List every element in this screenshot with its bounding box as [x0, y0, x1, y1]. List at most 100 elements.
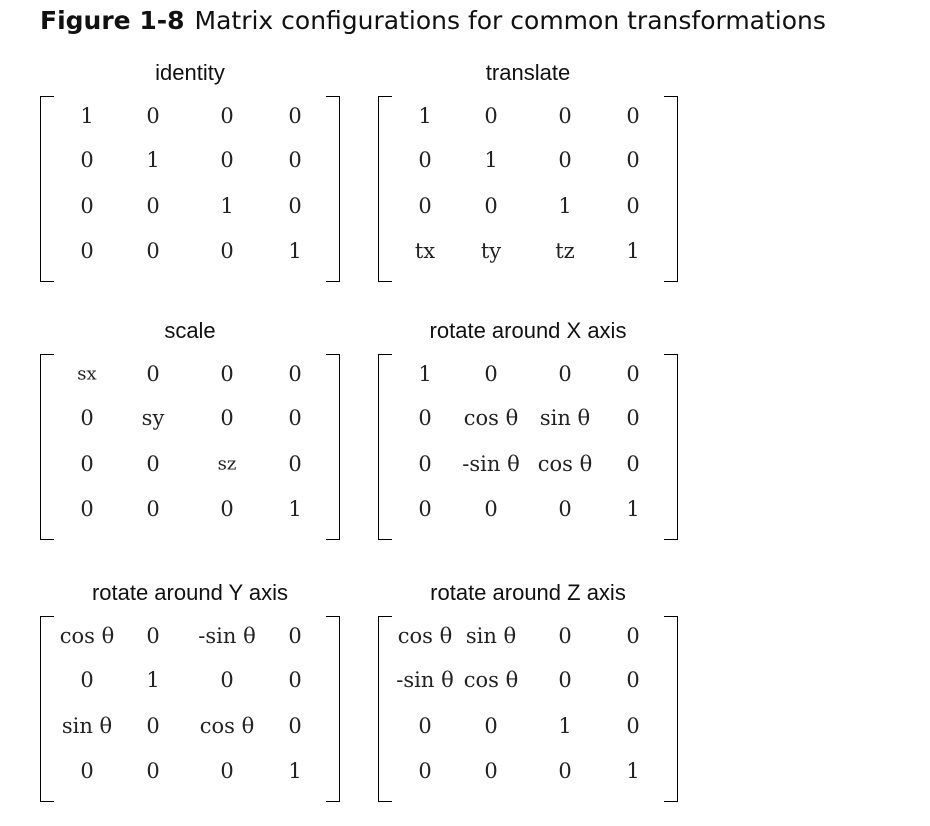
matrix-label: rotate around Y axis — [91, 580, 289, 605]
matrix-cell-value: 0 — [558, 668, 572, 692]
matrix-cell-value: 0 — [288, 624, 302, 648]
matrix-cell-value: 0 — [288, 104, 302, 128]
matrix-cell-value: 1 — [288, 759, 302, 783]
left-bracket — [378, 96, 392, 282]
matrix-cell-value: 0 — [146, 362, 160, 386]
matrix-cell-value: 1 — [288, 497, 302, 521]
matrix-cell-value: 0 — [626, 148, 640, 172]
matrix-cell-value: 0 — [288, 362, 302, 386]
matrix-cell-value: 0 — [418, 406, 432, 430]
matrix-cell-value: 0 — [626, 714, 640, 738]
right-bracket — [326, 354, 340, 540]
figure-number: Figure 1-8 — [40, 6, 185, 35]
matrix-cell-value: cos θ — [463, 406, 519, 430]
right-bracket — [664, 354, 678, 540]
matrix-cell-value: 1 — [288, 239, 302, 263]
matrix-cell-value: 0 — [288, 668, 302, 692]
right-bracket — [326, 96, 340, 282]
matrix-cell-value: 0 — [146, 194, 160, 218]
matrix-cell-value: sy — [141, 406, 165, 430]
matrix-cell-value: 0 — [220, 497, 234, 521]
matrix-cell-value: 0 — [146, 759, 160, 783]
matrix-cell-value: 0 — [558, 362, 572, 386]
matrix-cell-value: 0 — [484, 362, 498, 386]
matrix-scale: scale sx 0 0 0 0 sy 0 0 0 0 sz 0 0 0 0 1 — [40, 318, 340, 540]
left-bracket — [40, 96, 54, 282]
matrix-cell-value: tz — [555, 239, 575, 263]
matrix-cell-value: 0 — [558, 624, 572, 648]
left-bracket — [40, 354, 54, 540]
matrix-cell-value: 1 — [418, 362, 432, 386]
matrix-cell-value: 0 — [288, 194, 302, 218]
left-bracket — [40, 616, 54, 802]
matrix-cell-value: ty — [480, 239, 502, 263]
matrix-translate: translate 1 0 0 0 0 1 0 0 0 0 1 0 tx ty tz 1 — [378, 60, 678, 282]
matrix-cell-value: 0 — [80, 668, 94, 692]
matrix-cell-value: 0 — [146, 452, 160, 476]
matrix-cell-value: sz — [217, 453, 237, 475]
matrix-cell-value: 0 — [220, 239, 234, 263]
matrix-cell-value: 0 — [484, 714, 498, 738]
matrix-cell-value: 0 — [626, 362, 640, 386]
figure-title: Figure 1-8 Matrix configurations for comm… — [40, 6, 826, 35]
matrix-cell-value: 0 — [288, 714, 302, 738]
matrix-cell-value: 1 — [220, 194, 234, 218]
right-bracket — [326, 616, 340, 802]
matrix-cell-value: 0 — [288, 452, 302, 476]
matrix-cell-value: 1 — [418, 104, 432, 128]
matrix-cell-value: 0 — [146, 714, 160, 738]
matrix-label: rotate around Z axis — [430, 580, 626, 605]
matrix-rotate-y: rotate around Y axis cos θ 0 -sin θ 0 0 1 0 0 si… — [40, 580, 340, 802]
left-bracket — [378, 354, 392, 540]
matrix-cell-value: 1 — [626, 759, 640, 783]
matrix-cell-value: 1 — [558, 194, 572, 218]
matrix-cell-value: 0 — [146, 497, 160, 521]
matrix-cell-value: cos θ — [397, 624, 453, 648]
matrix-cell-value: 0 — [626, 104, 640, 128]
matrix-cell-value: 0 — [220, 668, 234, 692]
matrix-cell-value: 0 — [558, 759, 572, 783]
matrix-cell-value: 0 — [80, 759, 94, 783]
matrix-label: scale — [164, 318, 216, 343]
matrix-rotate-z: rotate around Z axis cos θ sin θ 0 0 -sin θ c… — [378, 580, 678, 802]
matrix-cell-value: 0 — [626, 406, 640, 430]
matrix-cell-value: 0 — [484, 194, 498, 218]
figure-caption: Matrix configurations for common transfo… — [194, 6, 826, 35]
matrix-cell-value: 1 — [626, 239, 640, 263]
matrix-cell-value: 0 — [418, 452, 432, 476]
matrix-rotate-x: rotate around X axis 1 0 0 0 0 cos θ sin θ 0 0 -s… — [378, 318, 678, 540]
right-bracket — [664, 96, 678, 282]
matrix-cell-value: 0 — [220, 759, 234, 783]
matrix-cell-value: sx — [77, 363, 97, 385]
matrix-cell-value: 1 — [558, 714, 572, 738]
matrix-cell-value: 0 — [220, 148, 234, 172]
matrix-cell-value: -sin θ — [396, 668, 454, 692]
matrix-label: translate — [485, 60, 571, 85]
matrix-cell-value: cos θ — [537, 452, 593, 476]
matrix-cell-value: 0 — [558, 497, 572, 521]
matrix-cell-value: 0 — [626, 452, 640, 476]
matrix-cell-value: 0 — [80, 452, 94, 476]
matrix-cell-value: cos θ — [463, 668, 519, 692]
matrix-cell-value: 0 — [288, 406, 302, 430]
matrix-cell-value: 0 — [626, 668, 640, 692]
matrix-cell-value: 0 — [146, 624, 160, 648]
matrix-cell-value: sin θ — [61, 714, 113, 738]
matrix-cell-value: -sin θ — [462, 452, 520, 476]
matrix-cell-value: sin θ — [465, 624, 517, 648]
matrix-cell-value: tx — [414, 239, 436, 263]
matrix-cell-value: 0 — [484, 497, 498, 521]
matrix-cell-value: 0 — [558, 148, 572, 172]
matrix-cell-value: 0 — [288, 148, 302, 172]
matrix-cell-value: 0 — [80, 194, 94, 218]
matrix-cell-value: cos θ — [59, 624, 115, 648]
matrix-cell-value: -sin θ — [198, 624, 256, 648]
matrix-cell-value: 0 — [626, 194, 640, 218]
matrix-cell-value: 0 — [220, 406, 234, 430]
matrix-cell-value: 0 — [418, 759, 432, 783]
matrix-cell-value: 1 — [626, 497, 640, 521]
matrix-cell-value: 0 — [484, 104, 498, 128]
matrix-cell-value: 0 — [558, 104, 572, 128]
right-bracket — [664, 616, 678, 802]
matrix-cell-value: 0 — [418, 497, 432, 521]
